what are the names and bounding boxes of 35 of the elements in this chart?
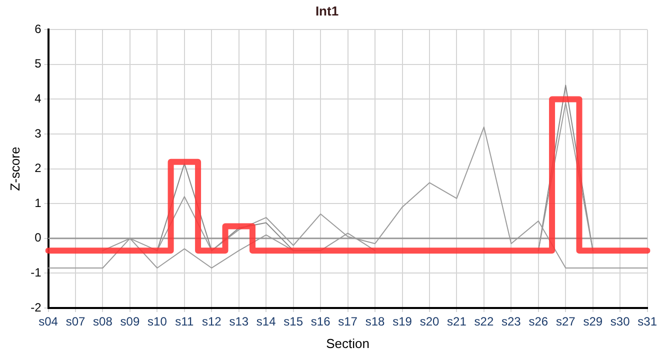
x-tick-label: s23 bbox=[501, 314, 522, 329]
x-tick-label: s21 bbox=[447, 314, 467, 329]
x-tick-label: s17 bbox=[338, 314, 358, 329]
x-tick-label: s07 bbox=[66, 314, 86, 329]
x-tick-label: s13 bbox=[229, 314, 249, 329]
chart-title: Int1 bbox=[315, 3, 339, 18]
x-tick-label: s22 bbox=[474, 314, 494, 329]
x-tick-label: s18 bbox=[365, 314, 386, 329]
x-tick-label: s15 bbox=[284, 314, 304, 329]
x-tick-label: s29 bbox=[583, 314, 603, 329]
y-tick-label: 1 bbox=[34, 196, 42, 210]
x-tick-label: s12 bbox=[202, 314, 222, 329]
x-axis-title: Section bbox=[326, 336, 370, 351]
x-tick-label: s08 bbox=[93, 314, 113, 329]
y-tick-label: -2 bbox=[30, 300, 42, 314]
x-tick-label: s09 bbox=[120, 314, 140, 329]
x-tick-label: s14 bbox=[256, 314, 276, 329]
y-axis-title: Z-score bbox=[7, 146, 22, 191]
y-tick-label: 5 bbox=[34, 56, 42, 71]
x-tick-label: s11 bbox=[175, 314, 194, 329]
x-tick-label: s26 bbox=[528, 314, 548, 329]
x-tick-label: s31 bbox=[638, 314, 658, 329]
y-tick-label: 0 bbox=[34, 230, 42, 245]
x-tick-label: s10 bbox=[148, 314, 168, 329]
y-tick-label: -1 bbox=[30, 266, 42, 280]
x-tick-label: s27 bbox=[556, 314, 576, 329]
x-tick-label: s30 bbox=[610, 314, 630, 329]
x-tick-label: s04 bbox=[38, 314, 58, 329]
y-tick-label: 2 bbox=[34, 161, 42, 176]
y-tick-label: 6 bbox=[34, 22, 42, 36]
y-tick-label: 3 bbox=[34, 126, 42, 140]
x-tick-label: s19 bbox=[392, 314, 412, 329]
y-tick-label: 4 bbox=[34, 92, 42, 106]
x-tick-label: s16 bbox=[310, 314, 331, 329]
x-tick-label: s20 bbox=[420, 314, 440, 329]
